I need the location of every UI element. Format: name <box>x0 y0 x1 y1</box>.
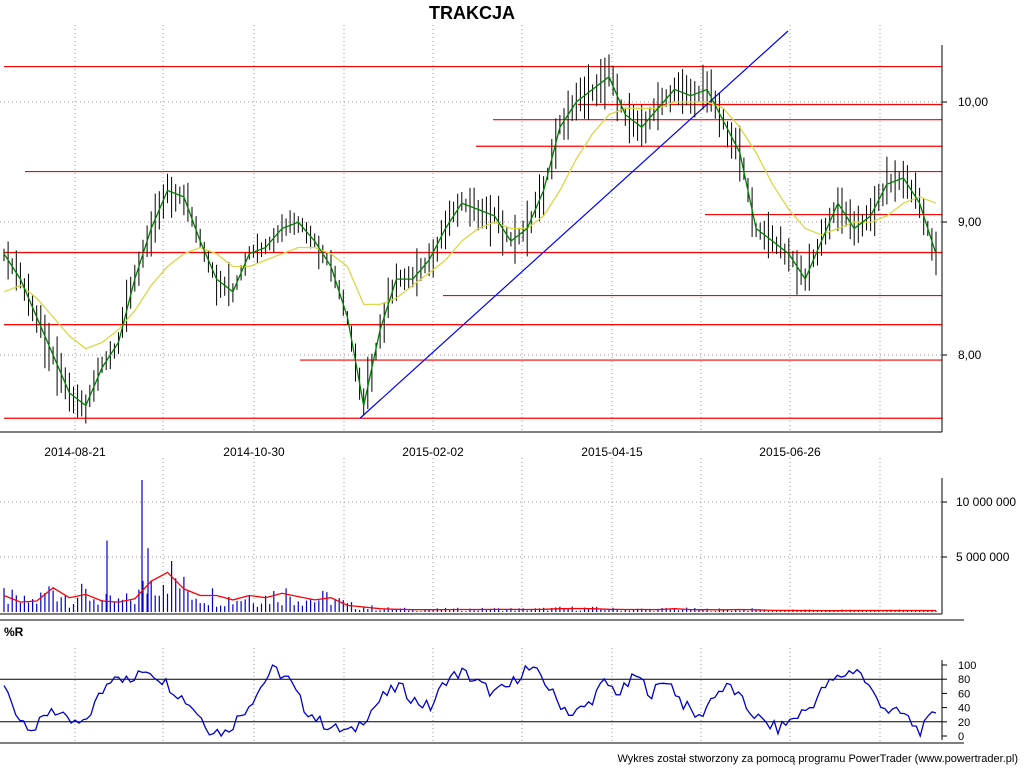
price-tick-label: 9,00 <box>958 215 982 229</box>
chart-title: TRAKCJA <box>429 3 515 23</box>
trendline-segment <box>359 30 789 419</box>
trendline <box>359 30 789 419</box>
volume-moving-average <box>3 571 936 612</box>
volume-grid <box>0 458 942 614</box>
footer-credit: Wykres został stworzony za pomocą progra… <box>617 753 1018 765</box>
price-tick-label: 8,00 <box>958 348 982 362</box>
volume-ma-line <box>3 571 936 612</box>
wr-tick-label: 20 <box>958 717 970 729</box>
date-tick-label: 2014-08-21 <box>44 445 106 459</box>
wr-tick-label: 80 <box>958 674 970 686</box>
indicator-title: %R <box>4 625 24 639</box>
moving-average-lines <box>3 75 937 407</box>
wr-series-line <box>3 664 937 739</box>
price-axis <box>0 45 943 433</box>
slow-moving-average <box>3 101 937 350</box>
wr-line <box>3 664 937 739</box>
price-panel: 2014-08-21 2014-10-30 2015-02-02 2015-04… <box>0 25 988 459</box>
support-resistance-lines <box>4 65 942 419</box>
wr-tick-label: 100 <box>958 660 976 672</box>
price-axis-labels: 10,00 9,00 8,00 <box>942 95 988 362</box>
date-tick-label: 2015-04-15 <box>581 445 643 459</box>
price-tick-label: 10,00 <box>958 95 988 109</box>
wr-tick-label: 60 <box>958 688 970 700</box>
williams-r-panel: %R 0 20 40 60 80 100 <box>0 625 976 744</box>
volume-tick-label: 10 000 000 <box>956 495 1016 509</box>
price-grid <box>0 25 942 432</box>
wr-axis-labels: 0 20 40 60 80 100 <box>942 660 976 743</box>
date-axis-labels: 2014-08-21 2014-10-30 2015-02-02 2015-04… <box>44 445 821 459</box>
volume-tick-label: 5 000 000 <box>956 550 1010 564</box>
date-tick-label: 2015-02-02 <box>402 445 464 459</box>
fast-moving-average <box>3 75 937 407</box>
date-tick-label: 2014-10-30 <box>223 445 285 459</box>
volume-panel: 10 000 000 5 000 000 <box>0 458 1016 621</box>
wr-tick-label: 0 <box>958 731 964 743</box>
date-tick-label: 2015-06-26 <box>759 445 821 459</box>
wr-reference-lines <box>0 678 942 723</box>
wr-tick-label: 40 <box>958 703 970 715</box>
